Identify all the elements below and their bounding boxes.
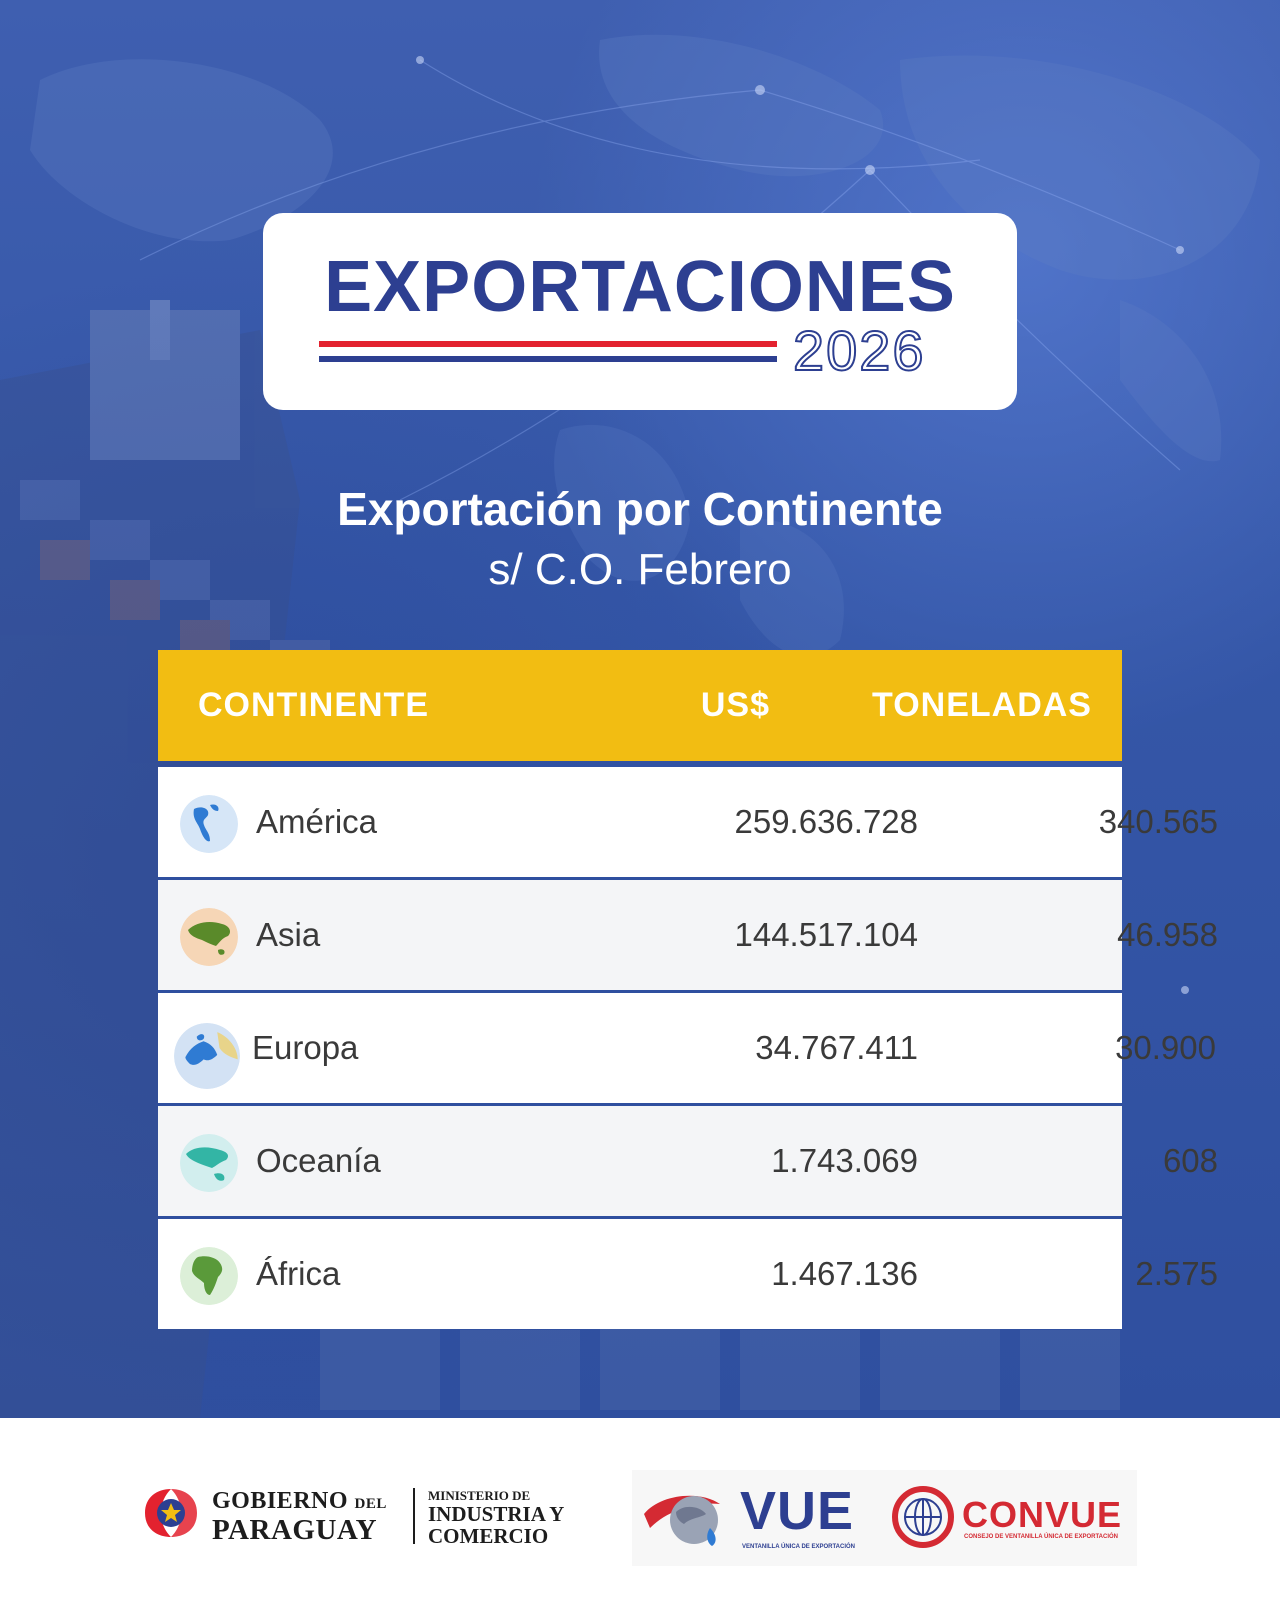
usd-value: 144.517.104	[734, 916, 918, 953]
table-row: Oceanía 1.743.069 608	[158, 1106, 1218, 1219]
gov-del: DEL	[354, 1496, 387, 1512]
footer: GOBIERNO DEL PARAGUAY MINISTERIO DE INDU…	[0, 1418, 1280, 1600]
oceania-globe-icon	[180, 1134, 238, 1192]
usd-value: 1.467.136	[771, 1255, 918, 1292]
ministry-line3: COMERCIO	[428, 1524, 549, 1548]
tons-value: 608	[1162, 1142, 1218, 1179]
title-exportaciones: EXPORTACIONES	[324, 247, 956, 327]
section-subheading: s/ C.O. Febrero	[488, 545, 792, 594]
hero-background: EXPORTACIONES 2026 Exportación por Conti…	[0, 0, 1280, 1418]
table-row: Europa 34.767.411 30.900	[158, 993, 1216, 1106]
europe-globe-icon	[174, 1023, 240, 1089]
section-heading: Exportación por Continente	[337, 483, 943, 535]
continent-name: Oceanía	[256, 1142, 381, 1179]
usd-value: 1.743.069	[771, 1142, 918, 1179]
red-stripe	[319, 341, 777, 347]
blue-stripe	[319, 356, 777, 362]
vue-globe-icon	[644, 1495, 720, 1546]
table-body: América 259.636.728 340.565 Asia 144.517…	[158, 767, 1218, 1329]
vue-logo-subtitle: VENTANILLA ÚNICA DE EXPORTACIÓN	[742, 1544, 856, 1550]
paraguay-emblem-icon	[145, 1489, 197, 1537]
title-card: EXPORTACIONES 2026	[263, 213, 1017, 410]
ministry-line2: INDUSTRIA Y	[428, 1502, 565, 1526]
logo-divider	[413, 1488, 415, 1544]
africa-globe-icon	[180, 1247, 238, 1305]
gov-gobierno: GOBIERNO	[212, 1488, 349, 1514]
americas-globe-icon	[180, 795, 238, 853]
ministry-line1: MINISTERIO DE	[428, 1488, 531, 1503]
column-header-toneladas: TONELADAS	[872, 686, 1092, 724]
convue-logo-subtitle: CONSEJO DE VENTANILLA ÚNICA DE EXPORTACI…	[964, 1534, 1119, 1540]
column-header-usd: US$	[700, 686, 770, 724]
table-header: CONTINENTE US$ TONELADAS	[158, 650, 1122, 761]
title-year: 2026	[792, 319, 926, 382]
vue-logo-text: VUE	[740, 1481, 855, 1541]
usd-value: 34.767.411	[755, 1029, 918, 1066]
tons-value: 46.958	[1117, 916, 1218, 953]
asia-globe-icon	[180, 908, 238, 966]
tons-value: 340.565	[1098, 803, 1218, 840]
continent-name: Europa	[252, 1029, 359, 1066]
partner-logos: VUE VENTANILLA ÚNICA DE EXPORTACIÓN CONV…	[632, 1470, 1137, 1566]
table-row: América 259.636.728 340.565	[158, 767, 1218, 880]
convue-globe-icon	[892, 1486, 954, 1548]
tons-value: 30.900	[1115, 1029, 1216, 1066]
table-row: Asia 144.517.104 46.958	[158, 880, 1218, 993]
continent-name: Asia	[256, 916, 321, 953]
exports-table: CONTINENTE US$ TONELADAS América 259.636…	[158, 650, 1218, 1329]
continent-name: África	[256, 1255, 341, 1292]
table-row: África 1.467.136 2.575	[158, 1219, 1218, 1329]
convue-logo-text: CONVUE	[962, 1494, 1123, 1535]
usd-value: 259.636.728	[734, 803, 918, 840]
continent-name: América	[256, 803, 378, 840]
gov-name-line1: GOBIERNO DEL	[212, 1488, 387, 1515]
tons-value: 2.575	[1135, 1255, 1218, 1292]
gov-name-line2: PARAGUAY	[212, 1514, 378, 1546]
column-header-continente: CONTINENTE	[198, 686, 429, 724]
